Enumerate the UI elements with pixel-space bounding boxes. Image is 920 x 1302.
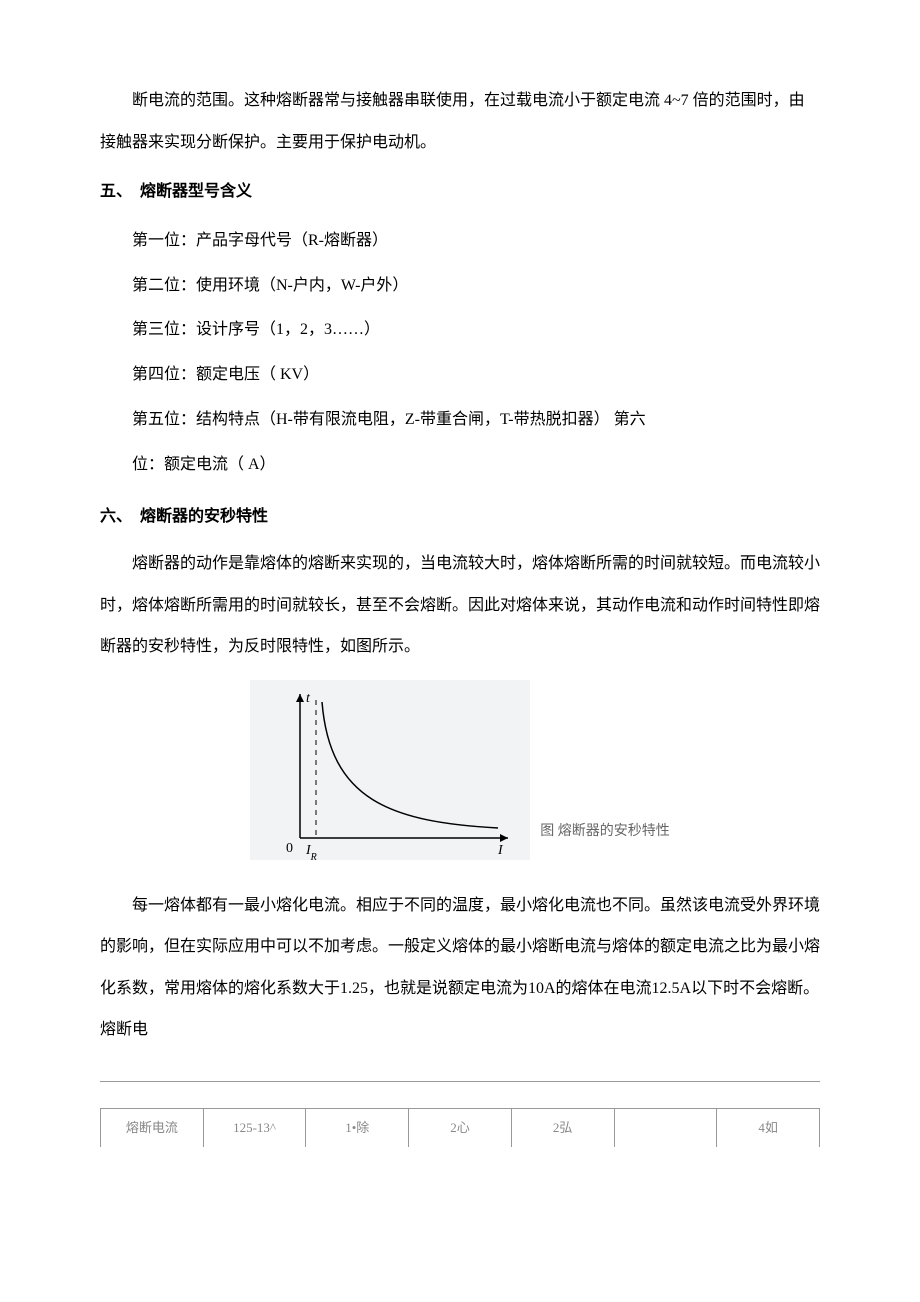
table-cell: 熔断电流 — [101, 1108, 204, 1146]
table-cell: 2弘 — [511, 1108, 614, 1146]
fuse-curve-chart: t0IRI — [250, 680, 530, 860]
section-6-heading: 六、 熔断器的安秒特性 — [100, 496, 820, 538]
intro-paragraph: 断电流的范围。这种熔断器常与接触器串联使用，在过载电流小于额定电流 4~7 倍的… — [100, 80, 820, 163]
table-cell — [614, 1108, 717, 1146]
s6-paragraph-2: 每一熔体都有一最小熔化电流。相应于不同的温度，最小熔化电流也不同。虽然该电流受外… — [100, 885, 820, 1051]
table-top-rule: 熔断电流 125-13^ 1•除 2心 2弘 4如 — [100, 1081, 820, 1147]
s5-item-5: 第五位：结构特点（H-带有限流电阻，Z-带重合闸，T-带热脱扣器） 第六 — [132, 398, 820, 443]
s5-item-2: 第二位：使用环境（N-户内，W-户外） — [132, 264, 820, 309]
s5-item-3: 第三位：设计序号（1，2，3……） — [132, 308, 820, 353]
s6-paragraph-1: 熔断器的动作是靠熔体的熔断来实现的，当电流较大时，熔体熔断所需的时间就较短。而电… — [100, 543, 820, 668]
table-cell: 2心 — [409, 1108, 512, 1146]
fuse-current-table: 熔断电流 125-13^ 1•除 2心 2弘 4如 — [100, 1108, 820, 1147]
table-cell: 125-13^ — [203, 1108, 306, 1146]
figure-container: t0IRI 图 熔断器的安秒特性 — [100, 680, 820, 877]
s5-item-6: 位：额定电流（ A） — [132, 443, 820, 488]
table-row: 熔断电流 125-13^ 1•除 2心 2弘 4如 — [101, 1108, 820, 1146]
svg-text:0: 0 — [286, 841, 293, 856]
section-5-heading: 五、 熔断器型号含义 — [100, 171, 820, 213]
s5-item-1: 第一位：产品字母代号（R-熔断器） — [132, 219, 820, 264]
table-cell: 1•除 — [306, 1108, 409, 1146]
table-cell: 4如 — [717, 1108, 820, 1146]
figure-caption: 图 熔断器的安秒特性 — [540, 814, 670, 860]
s5-item-4: 第四位：额定电压（ KV） — [132, 353, 820, 398]
